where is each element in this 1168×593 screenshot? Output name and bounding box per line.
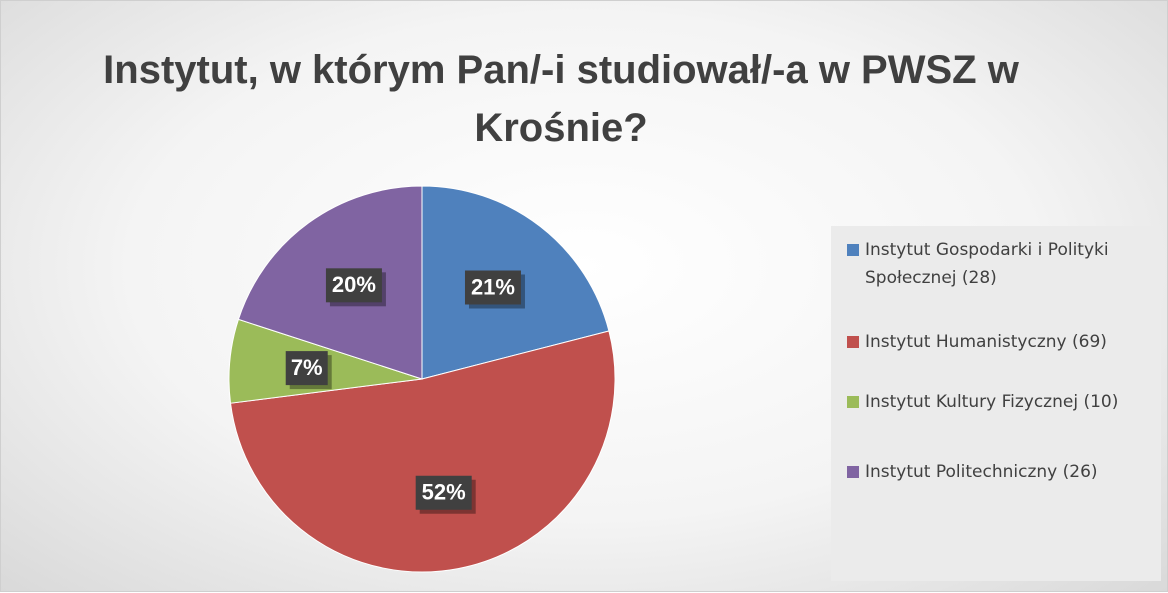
legend-item: Instytut Gospodarki i Polityki Społeczne… — [847, 236, 1157, 292]
legend-label: Instytut Gospodarki i Polityki Społeczne… — [865, 240, 1109, 288]
legend-label: Instytut Kultury Fizycznej (10) — [865, 392, 1119, 412]
legend-swatch — [847, 396, 859, 408]
label-box — [464, 270, 521, 305]
data-label: 21% — [471, 274, 515, 299]
legend-item: Instytut Kultury Fizycznej (10) — [847, 388, 1157, 416]
legend-swatch — [847, 466, 859, 478]
label-box — [285, 351, 328, 386]
legend-item: Instytut Humanistyczny (69) — [847, 328, 1157, 356]
legend-swatch — [847, 336, 859, 348]
legend-item: Instytut Politechniczny (26) — [847, 458, 1157, 486]
label-box — [415, 475, 472, 510]
data-label: 7% — [291, 355, 323, 380]
label-box — [325, 268, 382, 303]
chart-title: Instytut, w którym Pan/-i studiował/-a w… — [103, 48, 1019, 150]
legend-label: Instytut Politechniczny (26) — [865, 462, 1098, 482]
data-label: 52% — [422, 480, 466, 505]
legend-swatch — [847, 244, 859, 256]
data-label: 20% — [332, 272, 376, 297]
legend: Instytut Gospodarki i Polityki Społeczne… — [831, 226, 1161, 581]
legend-label: Instytut Humanistyczny (69) — [865, 332, 1107, 352]
